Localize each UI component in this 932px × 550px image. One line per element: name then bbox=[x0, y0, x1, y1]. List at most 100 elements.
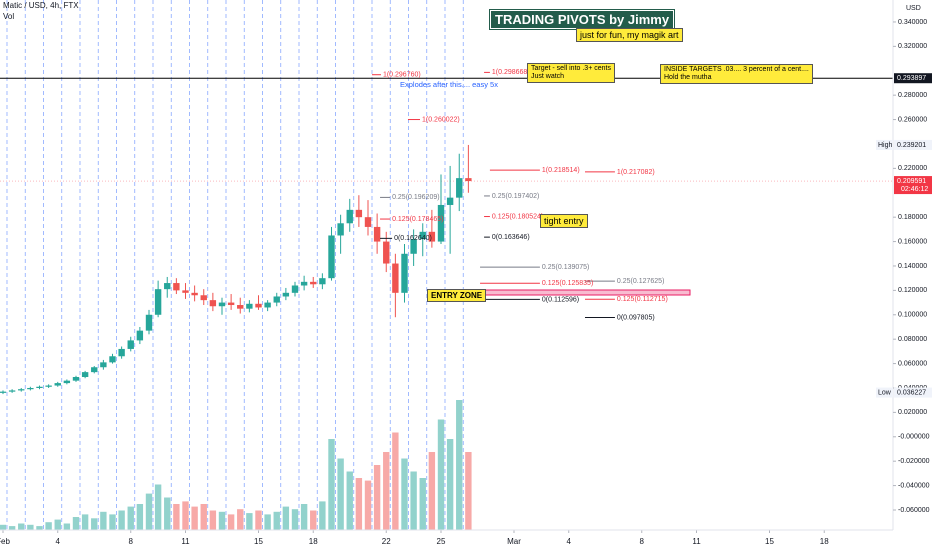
x-tick-label: 15 bbox=[254, 537, 263, 546]
candle-body bbox=[145, 314, 153, 331]
volume-bar bbox=[218, 511, 226, 530]
pivot-label: 0.25(0.139075) bbox=[542, 264, 589, 271]
volume-bar bbox=[81, 514, 89, 530]
candle-body bbox=[310, 281, 317, 285]
volume-bar bbox=[446, 439, 454, 530]
pivot-label: 1(0.296760) bbox=[383, 72, 421, 79]
y-tick-label: 0.060000 bbox=[898, 360, 927, 367]
y-tick-label: -0.040000 bbox=[898, 482, 930, 489]
y-tick-label: -0.060000 bbox=[898, 507, 930, 514]
volume-bar bbox=[164, 497, 171, 530]
y-tick-label: 0.160000 bbox=[898, 238, 927, 245]
tight-entry-note: tight entry bbox=[540, 214, 588, 228]
volume-bar bbox=[346, 471, 353, 530]
volume-bar bbox=[383, 452, 390, 530]
y-tick-label: 0.260000 bbox=[898, 116, 927, 123]
volume-bar bbox=[109, 514, 116, 530]
y-tick-label: -0.000000 bbox=[898, 434, 930, 441]
volume-bar bbox=[401, 458, 408, 530]
candle-body bbox=[191, 292, 198, 296]
candle-body bbox=[291, 285, 299, 293]
pivot-label: 0(0.097805) bbox=[617, 314, 655, 321]
volume-bar bbox=[200, 504, 207, 530]
candle-body bbox=[118, 348, 125, 357]
volume-bar bbox=[264, 514, 271, 530]
volume-bar bbox=[273, 511, 280, 530]
target-line: Target - sell into .3+ cents bbox=[531, 65, 611, 72]
entry-zone-note: ENTRY ZONE bbox=[427, 289, 487, 302]
pivot-label: 0(0.162640) bbox=[394, 235, 432, 242]
y-axis: 0.340000 0.320000 0.280000 0.260000 0.220000… bbox=[876, 19, 932, 514]
target-note: Target - sell into .3+ cents Just watch bbox=[527, 63, 615, 83]
volume-bar bbox=[237, 509, 244, 530]
candle-body bbox=[18, 389, 25, 391]
volume-bar bbox=[136, 504, 144, 530]
volume-bar bbox=[227, 514, 235, 530]
candle-body bbox=[36, 386, 43, 388]
candle-body bbox=[428, 231, 436, 242]
currency: USD bbox=[906, 5, 921, 12]
pivot-label: 0.125(0.178465) bbox=[392, 216, 443, 223]
last-price-box bbox=[894, 176, 932, 195]
volume-bar bbox=[410, 471, 417, 530]
x-tick-label: 22 bbox=[382, 537, 391, 546]
volume-bar bbox=[145, 493, 153, 530]
pivot-label: 0.125(0.112715) bbox=[617, 296, 668, 303]
candle-body bbox=[419, 231, 426, 240]
inside-note: INSIDE TARGETS .03.... 3 percent of a ce… bbox=[660, 64, 813, 84]
y-tick-label: 0.140000 bbox=[898, 263, 927, 270]
pivot-label: 1(0.260022) bbox=[422, 116, 460, 123]
candle-body bbox=[200, 295, 207, 301]
volume-bar bbox=[291, 509, 299, 530]
candle-body bbox=[273, 296, 280, 303]
title: TRADING PIVOTS by Jimmy bbox=[488, 9, 676, 30]
volume-bar bbox=[419, 478, 426, 530]
candle-body bbox=[27, 387, 34, 390]
y-tick-label: 0.220000 bbox=[898, 165, 927, 172]
candle-body bbox=[54, 383, 61, 386]
candle-body bbox=[255, 303, 262, 308]
hline-box bbox=[894, 73, 932, 84]
x-tick-label: 18 bbox=[309, 537, 318, 546]
volume-bar bbox=[282, 506, 290, 530]
volume-bar bbox=[118, 510, 125, 530]
pivot-label: 0.25(0.127625) bbox=[617, 278, 664, 285]
pivot-label: 0.25(0.197402) bbox=[492, 193, 539, 200]
candle-body bbox=[446, 197, 454, 205]
volume-bar bbox=[18, 523, 25, 530]
volume-bar bbox=[355, 478, 363, 530]
pivot-label: 0(0.163646) bbox=[492, 234, 530, 241]
candle-body bbox=[328, 235, 335, 279]
volume-bar bbox=[392, 432, 399, 530]
y-tick-label: 0.340000 bbox=[898, 19, 927, 26]
candle-body bbox=[401, 253, 408, 293]
x-tick-label: 25 bbox=[437, 537, 446, 546]
volume-bar bbox=[428, 452, 436, 530]
volume-bar bbox=[8, 526, 16, 530]
candle-body bbox=[100, 362, 107, 368]
volume-bar bbox=[328, 439, 335, 530]
y-tick-label: 0.280000 bbox=[898, 92, 927, 99]
pivot-label: 1(0.218514) bbox=[542, 167, 580, 174]
volume-bar bbox=[91, 518, 98, 530]
volume-bar bbox=[300, 504, 308, 530]
subtitle: just for fun, my magik art bbox=[576, 28, 683, 42]
x-tick-label: 4 bbox=[56, 537, 61, 546]
candle-body bbox=[45, 385, 52, 387]
x-tick-label: Mar bbox=[507, 537, 521, 546]
candle-body bbox=[319, 278, 326, 285]
candle-body bbox=[227, 302, 235, 306]
candle-body bbox=[218, 302, 226, 307]
candle-body bbox=[383, 241, 390, 264]
low_marker-label: Low bbox=[878, 389, 892, 396]
volume-bar bbox=[36, 526, 43, 530]
low_marker-box bbox=[894, 387, 932, 398]
candle-body bbox=[164, 283, 171, 290]
candle-body bbox=[410, 239, 417, 254]
inside-line: INSIDE TARGETS .03.... 3 percent of a ce… bbox=[664, 66, 809, 73]
low_marker-value: 0.036227 bbox=[897, 389, 926, 396]
volume-bar bbox=[45, 522, 52, 530]
hline-value: 0.293897 bbox=[897, 75, 926, 82]
volume-bar bbox=[173, 504, 180, 530]
